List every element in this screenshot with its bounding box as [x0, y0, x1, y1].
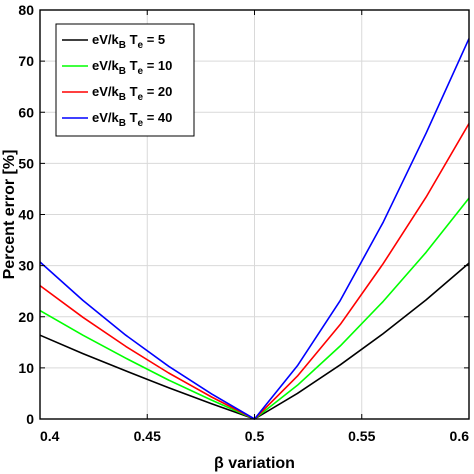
legend-label-part: = 5 [143, 32, 165, 47]
legend-label: eV/kB Te = 40 [92, 110, 172, 129]
y-tick-label: 40 [18, 207, 34, 223]
legend-subscript: B [119, 40, 126, 51]
y-tick-label: 50 [18, 155, 34, 171]
y-tick-label: 80 [18, 2, 34, 18]
x-tick-label: 0.4 [40, 428, 60, 444]
legend-label-part: = 40 [143, 110, 172, 125]
legend-subscript: e [138, 66, 144, 77]
x-axis-label: β variation [214, 455, 295, 472]
legend-label-part: T [126, 110, 138, 125]
y-tick-label: 30 [18, 258, 34, 274]
legend-label-part: T [126, 84, 138, 99]
legend-label: eV/kB Te = 20 [92, 84, 172, 103]
x-tick-label: 0.55 [348, 428, 375, 444]
y-tick-label: 20 [18, 309, 34, 325]
x-tick-label: 0.5 [245, 428, 265, 444]
legend-subscript: B [119, 118, 126, 129]
y-axis-label: Percent error [%] [1, 150, 18, 280]
legend-label-part: eV/k [92, 84, 120, 99]
legend-label: eV/kB Te = 10 [92, 58, 172, 77]
legend-label-part: eV/k [92, 32, 120, 47]
y-tick-label: 10 [18, 360, 34, 376]
legend-subscript: e [138, 92, 144, 103]
y-tick-label: 70 [18, 53, 34, 69]
legend-label-part: eV/k [92, 58, 120, 73]
legend-label-part: eV/k [92, 110, 120, 125]
legend-label-part: = 10 [143, 58, 172, 73]
legend-subscript: e [138, 118, 144, 129]
legend-subscript: e [138, 40, 144, 51]
legend-label-part: T [126, 32, 138, 47]
legend-label-part: T [126, 58, 138, 73]
y-tick-label: 0 [26, 411, 34, 427]
legend-label: eV/kB Te = 5 [92, 32, 165, 51]
legend-label-part: = 20 [143, 84, 172, 99]
y-tick-label: 60 [18, 104, 34, 120]
x-tick-label: 0.45 [134, 428, 161, 444]
legend-subscript: B [119, 92, 126, 103]
ticks: 0.4 0.45 0.5 0.55 0.6 0 10 20 30 40 50 60 70 80 [18, 2, 470, 444]
x-tick-label: 0.6 [450, 428, 470, 444]
legend-subscript: B [119, 66, 126, 77]
